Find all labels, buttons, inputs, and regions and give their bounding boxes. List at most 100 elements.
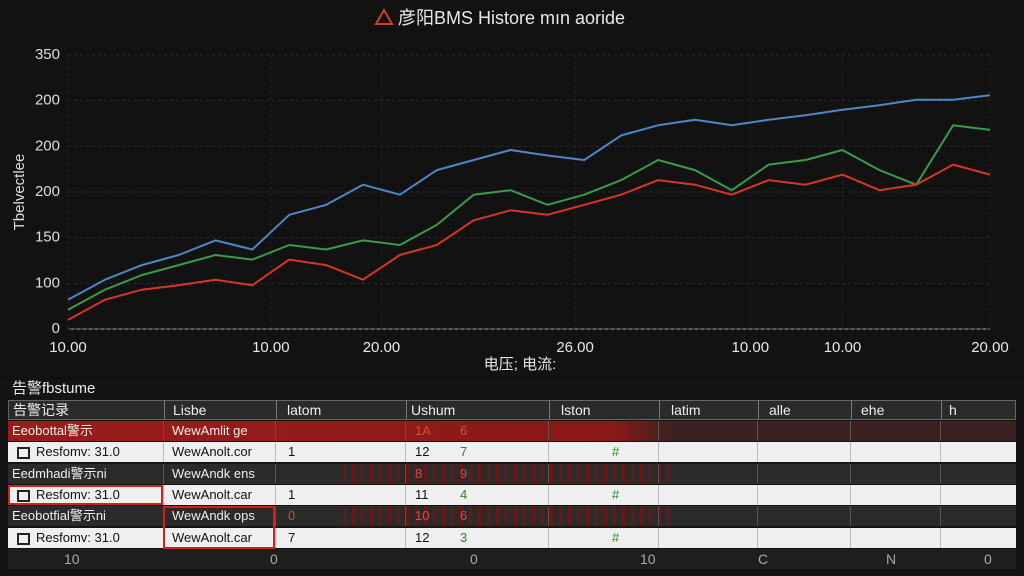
table-cell: 12 [415,444,430,460]
cell-divider [405,463,406,484]
cell-divider [163,442,164,463]
cell-divider [757,463,758,484]
table-cell: 3 [460,529,468,545]
cell-divider [275,442,276,463]
header-cell: h [949,402,957,418]
header-cell: ehe [861,402,885,418]
x-tick-label: 26.00 [556,339,594,356]
cell-divider [275,527,276,548]
table-cell: # [612,444,620,460]
cell-divider [275,484,276,505]
table-cell: 4 [460,486,468,502]
table-cell: 12 [415,529,430,545]
selected-cell [8,484,163,505]
table-row: Resfomv: 31.0 WewAnolt.cor 1 12 7 # [8,442,1016,463]
cell-divider [405,484,406,505]
footer-cell: N [886,551,897,567]
table-cell: WewAndk ops [172,508,255,524]
table-cell: 1 [288,486,296,502]
table-cell: 0 [288,508,296,524]
y-axis-label: Tbelvectlee [11,154,28,231]
cell-divider [850,506,851,527]
cell-divider [850,442,851,463]
table-row: Eeobottal警示 WewAmlit ge 1A 6 [8,421,1016,441]
table-row: Resfomv: 31.0 WewAnolt.car 1 11 4 # [8,484,1016,505]
cell-divider [548,527,549,548]
header-cell: Ushum [411,402,456,418]
header-cell: Lisbe [173,402,207,418]
table-cell: # [612,529,620,545]
x-tick-label: 10.00 [252,339,290,356]
cell-divider [757,484,758,505]
alarm-table: 告警记录 Lisbe latom Ushum lston latim alle ehe h Eeo… [0,398,1024,576]
y-tick-label: 200 [35,92,60,109]
cell-divider [940,484,941,505]
cell-divider [275,421,276,441]
cell-divider [405,527,406,548]
footer-cell: 10 [64,551,80,567]
header-cell: latom [287,402,322,418]
row-icon [17,489,30,502]
table-cell: 1A [415,423,431,438]
cell-divider [548,463,549,484]
series-line [67,124,991,311]
y-tick-label: 200 [35,183,60,200]
table-header: 告警记录 Lisbe latom Ushum lston latim alle ehe h [8,400,1016,420]
table-row: Eedmhadi警示ni WewAndk ens 8 9 [8,463,1016,484]
cell-divider [548,421,549,441]
table-cell: 1 [288,444,296,460]
x-axis-label: 电压; 电流: [484,356,557,373]
cell-divider [163,421,164,441]
series-line [67,94,991,301]
table-cell: Eedmhadi警示ni [12,465,107,481]
cell-divider [940,506,941,527]
table-cell: # [612,486,620,502]
cell-divider [163,484,164,505]
chart: 彦阳BMS Histore mın aoride Tbelvectlee 电压;… [10,7,1009,373]
header-cell: latim [671,402,701,418]
row-noise [343,506,673,527]
footer-cell: 10 [640,551,656,567]
table-row: Eeobotfial警示ni WewAndk ops 0 10 6 [8,506,1016,527]
cell-divider [658,506,659,527]
cell-divider [275,463,276,484]
x-tick-label: 10.00 [824,339,862,356]
table-cell: WewAnolt.car [172,486,252,502]
cell-divider [658,463,659,484]
cell-divider [850,463,851,484]
cell-divider [940,463,941,484]
cell-divider [757,506,758,527]
cell-divider [548,442,549,463]
x-tick-label: 10.00 [732,339,770,356]
cell-divider [941,401,942,419]
table-cell: WewAndk ens [172,465,255,481]
chart-title: 彦阳BMS Histore mın aoride [398,8,625,28]
cell-divider [405,442,406,463]
table-cell: 6 [460,423,468,438]
header-cell: lston [561,402,591,418]
cell-divider [850,527,851,548]
cell-divider [275,506,276,527]
cell-divider [757,442,758,463]
cell-divider [406,401,407,419]
cell-divider [851,401,852,419]
footer-cell: 0 [270,551,278,567]
table-title: 告警fbstume [12,380,96,397]
cell-divider [658,527,659,548]
cell-divider [549,401,550,419]
table-cell: 11 [415,486,429,502]
table-cell: WewAnolt.car [172,529,252,545]
table-cell: Resfomv: 31.0 [36,529,120,545]
table-row: Resfomv: 31.0 WewAnolt.car 7 12 3 # [8,527,1016,548]
cell-divider [850,484,851,505]
cell-divider [940,442,941,463]
cell-divider [659,401,660,419]
x-tick-label: 20.00 [971,339,1009,356]
cell-divider [758,401,759,419]
footer-cell: 0 [470,551,478,567]
table-cell: 10 [415,508,430,524]
highlight-box [163,506,275,549]
cell-divider [658,484,659,505]
x-tick-label: 20.00 [363,339,401,356]
